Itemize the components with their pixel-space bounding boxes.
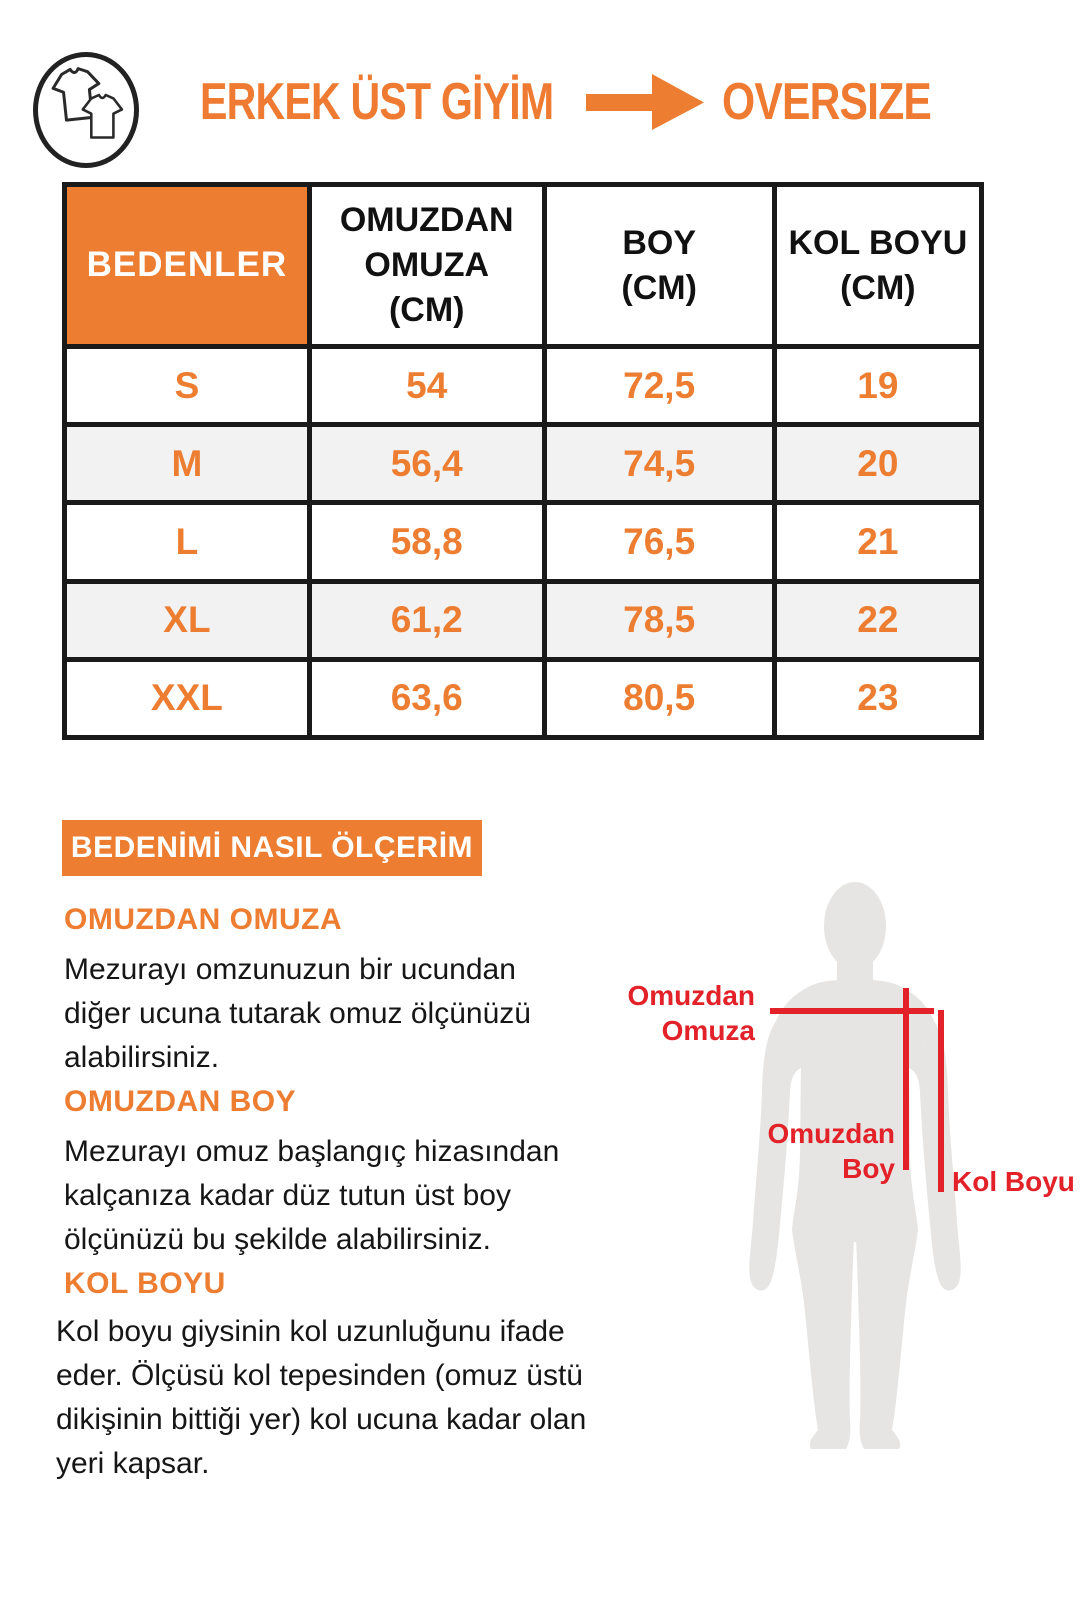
- section-body-sleeve: Kol boyu giysinin kol uzunluğunu ifade e…: [56, 1315, 587, 1480]
- figure-label-sleeve: Kol Boyu: [952, 1166, 1075, 1197]
- shoulder-cell: 54: [306, 343, 547, 428]
- sleeve-measure-line: [938, 1010, 944, 1192]
- column-header-sizes: BEDENLER: [62, 182, 312, 349]
- length-cell: 80,5: [541, 656, 777, 741]
- section-heading-sleeve: KOL BOYU: [64, 1267, 226, 1300]
- shoulder-cell: 63,6: [306, 656, 547, 741]
- section-heading-shoulder: OMUZDAN OMUZA: [64, 903, 343, 936]
- sleeve-cell: 22: [771, 578, 985, 662]
- length-cell: 78,5: [541, 578, 777, 662]
- size-cell: M: [62, 422, 312, 506]
- sleeve-cell: 20: [771, 422, 985, 506]
- page-header: ERKEK ÜST GİYİM OVERSIZE: [200, 60, 944, 144]
- length-cell: 74,5: [541, 422, 777, 506]
- shoulder-measure-line: [770, 1008, 934, 1014]
- guide-title-banner: BEDENİMİ NASIL ÖLÇERİM: [62, 820, 482, 876]
- size-cell: L: [62, 500, 312, 584]
- length-measure-line: [903, 988, 909, 1170]
- size-cell: S: [62, 343, 312, 428]
- sleeve-cell: 21: [771, 500, 985, 584]
- section-body-length: Mezurayı omuz başlangıç hizasından kalça…: [64, 1135, 560, 1256]
- column-header-shoulder: OMUZDAN OMUZA (CM): [306, 182, 547, 349]
- table-header-row: BEDENLER OMUZDAN OMUZA (CM) BOY (CM) KOL…: [62, 182, 985, 349]
- measurement-figure: Omuzdan Omuza Omuzdan Boy Kol Boyu: [600, 878, 1080, 1488]
- tshirts-icon: [33, 52, 139, 168]
- sleeve-cell: 23: [771, 656, 985, 741]
- table-row-l: L 58,8 76,5 21: [62, 500, 985, 584]
- category-title: OVERSIZE: [722, 73, 932, 131]
- section-body-shoulder: Mezurayı omzunuzun bir ucundan diğer ucu…: [64, 953, 531, 1074]
- size-cell: XL: [62, 578, 312, 662]
- page-title: ERKEK ÜST GİYİM: [200, 73, 554, 131]
- body-silhouette: [749, 882, 961, 1449]
- column-header-sleeve: KOL BOYU (CM): [771, 182, 985, 349]
- figure-label-length: Omuzdan Boy: [767, 1118, 895, 1184]
- section-heading-length: OMUZDAN BOY: [64, 1085, 297, 1118]
- right-arrow-icon: [586, 71, 706, 133]
- table-row-xxl: XXL 63,6 80,5 23: [62, 656, 985, 741]
- shoulder-cell: 61,2: [306, 578, 547, 662]
- shoulder-cell: 56,4: [306, 422, 547, 506]
- sleeve-cell: 19: [771, 343, 985, 428]
- table-row-xl: XL 61,2 78,5 22: [62, 578, 985, 662]
- table-row-s: S 54 72,5 19: [62, 343, 985, 428]
- shoulder-cell: 58,8: [306, 500, 547, 584]
- length-cell: 76,5: [541, 500, 777, 584]
- size-cell: XXL: [62, 656, 312, 741]
- column-header-length: BOY (CM): [541, 182, 777, 349]
- table-row-m: M 56,4 74,5 20: [62, 422, 985, 506]
- size-table: BEDENLER OMUZDAN OMUZA (CM) BOY (CM) KOL…: [62, 182, 985, 741]
- length-cell: 72,5: [541, 343, 777, 428]
- figure-label-shoulder: Omuzdan Omuza: [627, 980, 755, 1046]
